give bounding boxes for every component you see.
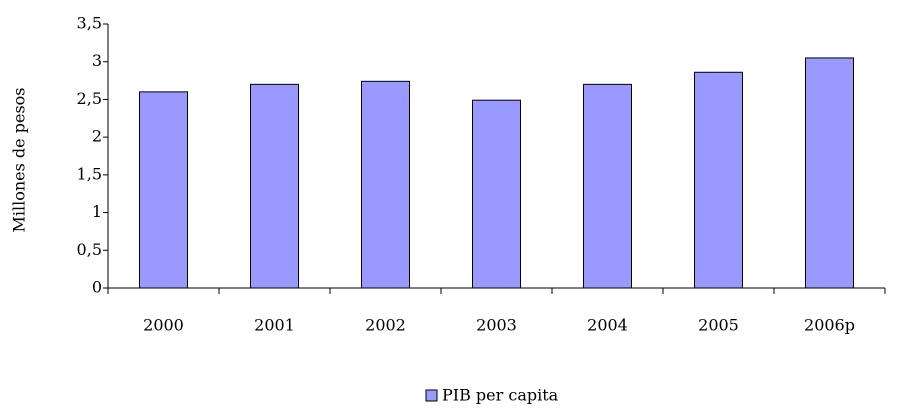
y-tick-label: 1,5 bbox=[77, 164, 102, 183]
x-tick-label: 2003 bbox=[476, 316, 517, 335]
x-tick-label: 2000 bbox=[143, 316, 184, 335]
x-tick-label: 2006p bbox=[804, 316, 855, 335]
y-tick-label: 3,5 bbox=[77, 14, 102, 33]
y-tick-label: 1 bbox=[92, 202, 102, 221]
x-tick-label: 2004 bbox=[587, 316, 628, 335]
y-tick-label: 0,5 bbox=[77, 240, 102, 259]
y-tick-label: 3 bbox=[92, 51, 102, 70]
bar bbox=[472, 99, 521, 289]
bar bbox=[361, 80, 410, 289]
y-axis-label: Millones de pesos bbox=[10, 88, 29, 233]
bar bbox=[583, 83, 632, 289]
legend-label: PIB per capita bbox=[442, 386, 559, 405]
bar bbox=[805, 57, 854, 289]
y-tick-label: 2 bbox=[92, 127, 102, 146]
bar bbox=[694, 71, 743, 289]
legend-swatch bbox=[425, 389, 438, 402]
bar bbox=[250, 83, 299, 289]
x-tick-label: 2005 bbox=[698, 316, 739, 335]
y-tick-label: 0 bbox=[92, 278, 102, 297]
bar bbox=[139, 91, 188, 289]
x-tick-label: 2002 bbox=[365, 316, 406, 335]
x-tick-label: 2001 bbox=[254, 316, 295, 335]
y-tick-label: 2,5 bbox=[77, 89, 102, 108]
